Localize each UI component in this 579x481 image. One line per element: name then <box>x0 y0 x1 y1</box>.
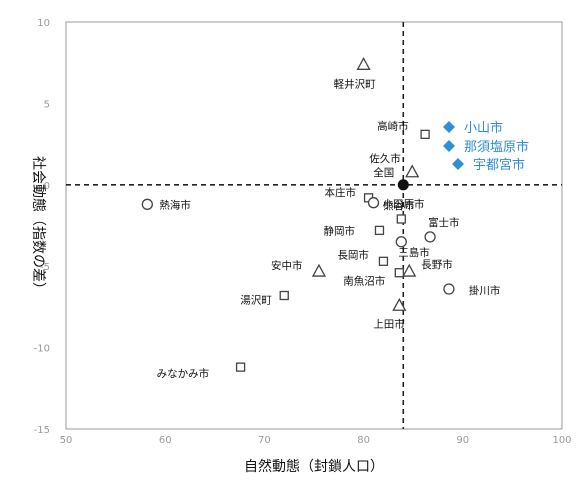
point-label: 長野市 <box>421 258 453 271</box>
y-tick-label: 0 <box>44 181 50 192</box>
data-point <box>279 290 289 301</box>
point-label: 長岡市 <box>337 248 369 261</box>
data-point <box>392 297 407 311</box>
plot-frame <box>65 21 563 430</box>
y-tick-label: -15 <box>34 425 50 436</box>
x-tick-label: 70 <box>258 435 271 446</box>
x-tick-label: 90 <box>456 435 469 446</box>
y-tick-label: 10 <box>37 18 50 29</box>
y-tick-label: -5 <box>40 262 50 273</box>
data-point <box>402 263 417 277</box>
point-label: 高崎市 <box>377 119 409 132</box>
point-label: 上田市 <box>373 317 405 330</box>
highlight-marker <box>443 121 455 133</box>
point-label: 全国 <box>373 166 394 179</box>
x-tick-label: 50 <box>60 435 73 446</box>
data-point <box>374 225 385 236</box>
x-axis-title: 自然動態（封鎖人口） <box>244 458 384 475</box>
data-point <box>311 263 327 277</box>
data-point <box>424 231 436 243</box>
point-label: みなかみ市 <box>157 367 210 380</box>
point-label: 本庄市 <box>325 186 357 199</box>
point-label: 安中市 <box>271 259 303 272</box>
reference-lines <box>66 22 562 429</box>
data-point <box>397 179 409 191</box>
point-label: 熱海市 <box>159 198 191 211</box>
y-tick-label: 5 <box>44 99 50 110</box>
point-label: 小田原市 <box>383 198 425 211</box>
point-label: 静岡市 <box>323 224 355 237</box>
data-point <box>356 56 371 70</box>
highlight-label: 小山市 <box>464 120 503 136</box>
highlight-marker <box>443 140 455 152</box>
point-label: 熊谷市 <box>383 199 415 212</box>
highlight-label: 宇都宮市 <box>473 157 525 173</box>
data-point <box>396 214 406 224</box>
highlight-marker <box>452 158 464 170</box>
point-label: 佐久市 <box>369 152 401 165</box>
point-label: 掛川市 <box>469 284 501 297</box>
point-label: 三島市 <box>398 246 430 259</box>
data-point <box>443 283 455 295</box>
highlight-label: 那須塩原市 <box>464 139 529 155</box>
data-point <box>394 268 404 278</box>
y-tick-label: -10 <box>34 344 50 355</box>
point-label: 湯沢町 <box>240 294 272 307</box>
data-point <box>405 164 420 178</box>
data-point <box>420 129 430 139</box>
x-tick-label: 100 <box>552 435 571 446</box>
y-axis-title: 社会動態（指数の差） <box>30 156 46 296</box>
data-point <box>235 362 246 372</box>
data-point <box>395 236 407 248</box>
data-point <box>367 197 380 209</box>
x-tick-label: 80 <box>357 435 370 446</box>
data-point <box>378 256 389 266</box>
data-point <box>141 198 153 210</box>
point-label: 軽井沢町 <box>334 77 376 90</box>
point-label: 富士市 <box>428 216 460 229</box>
data-points <box>141 56 455 372</box>
point-label: 南魚沼市 <box>343 275 385 288</box>
x-tick-label: 60 <box>159 435 172 446</box>
